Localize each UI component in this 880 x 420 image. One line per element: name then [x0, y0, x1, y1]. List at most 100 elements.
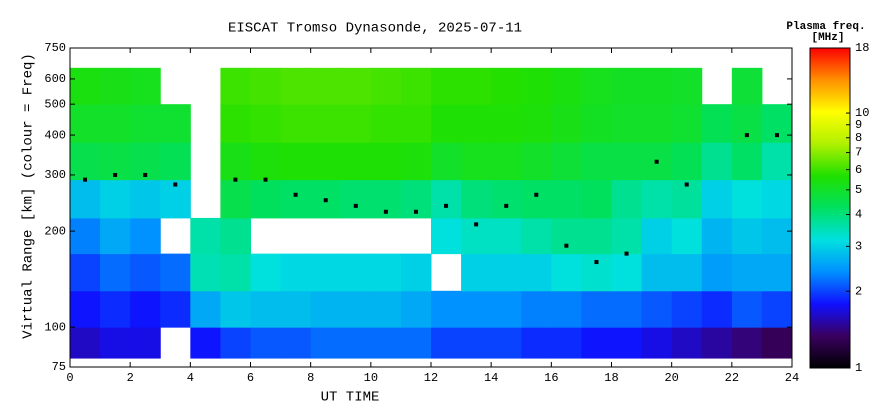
heatmap-cell [641, 253, 673, 292]
heatmap-cell [160, 253, 191, 292]
trace-point [534, 192, 539, 197]
heatmap-cell [701, 104, 733, 143]
y-tick-label: 750 [44, 41, 66, 55]
heatmap-cell [280, 104, 312, 143]
x-tick-label: 18 [604, 371, 618, 385]
heatmap-cell [611, 67, 643, 105]
trace-point [413, 209, 418, 214]
trace-point [744, 133, 749, 138]
heatmap-cell [461, 179, 492, 219]
y-tick-label: 75 [52, 360, 66, 374]
heatmap-cell [431, 67, 462, 105]
heatmap-cell [491, 67, 522, 105]
y-tick-label: 100 [44, 320, 66, 334]
heatmap-cell [761, 290, 793, 328]
x-tick-label: 24 [785, 371, 799, 385]
colorbar-tick-label: 3 [855, 240, 862, 254]
trace-point [684, 182, 689, 187]
heatmap-cell [340, 290, 372, 328]
heatmap-cell [370, 67, 402, 105]
heatmap-cell [671, 327, 703, 359]
heatmap-cell [461, 104, 492, 143]
heatmap-cell [611, 290, 643, 328]
colorbar-tick-label: 4 [855, 208, 862, 222]
heatmap-cell [190, 217, 221, 255]
heatmap-cell [130, 104, 161, 143]
heatmap-cell [641, 217, 673, 255]
heatmap-cell [431, 179, 462, 219]
colorbar-tick-label: 6 [855, 163, 862, 177]
heatmap-cell [220, 179, 251, 219]
heatmap-cell [731, 290, 763, 328]
heatmap-cell [220, 290, 251, 328]
trace-point [624, 251, 629, 256]
x-axis-label: UT TIME [321, 390, 380, 406]
heatmap-cell [731, 327, 763, 359]
heatmap-cell [400, 142, 432, 181]
heatmap-cell [671, 253, 703, 292]
heatmap-cell [280, 253, 312, 292]
heatmap-cell [250, 179, 282, 219]
trace-point [233, 177, 238, 182]
heatmap-cell [761, 142, 793, 181]
heatmap-cell [70, 290, 101, 328]
heatmap-cell [611, 217, 643, 255]
trace-point [113, 172, 118, 177]
heatmap-cell [370, 290, 402, 328]
heatmap-cell [400, 104, 432, 143]
heatmap-cell [551, 217, 582, 255]
colorbar-tick-label: 18 [855, 41, 869, 55]
trace-point [173, 182, 178, 187]
heatmap-cell [671, 290, 703, 328]
heatmap-cell [701, 253, 733, 292]
heatmap-cell [551, 104, 582, 143]
x-tick-label: 22 [725, 371, 739, 385]
heatmap-cell [611, 253, 643, 292]
trace-point [323, 198, 328, 203]
trace-point [83, 177, 88, 182]
heatmap-cell [310, 290, 342, 328]
heatmap-cell [220, 217, 251, 255]
trace-point [383, 209, 388, 214]
heatmap-cell [491, 327, 522, 359]
heatmap-cell [190, 290, 221, 328]
heatmap-cell [731, 67, 763, 105]
heatmap-cell [701, 290, 733, 328]
x-tick-label: 2 [127, 371, 134, 385]
heatmap-cell [521, 290, 552, 328]
colorbar-tick-label: 7 [855, 146, 862, 160]
trace-point [594, 260, 599, 265]
heatmap-cell [761, 253, 793, 292]
heatmap-cell [611, 179, 643, 219]
heatmap-cell [310, 104, 342, 143]
heatmap-cell [100, 179, 131, 219]
heatmap-cell [250, 327, 282, 359]
heatmap-cell [70, 217, 101, 255]
heatmap-cell [461, 253, 492, 292]
heatmap-cell [671, 217, 703, 255]
heatmap-cell [130, 67, 161, 105]
heatmap-cell [491, 253, 522, 292]
trace-point [774, 133, 779, 138]
heatmap-cell [220, 253, 251, 292]
trace-point [263, 177, 268, 182]
colorbar-tick-label: 10 [855, 106, 869, 120]
heatmap-cell [431, 290, 462, 328]
heatmap-cell [701, 217, 733, 255]
heatmap-cell [70, 253, 101, 292]
colorbar-title: Plasma freq. [786, 21, 865, 33]
heatmap-cell [431, 327, 462, 359]
trace-point [504, 203, 509, 208]
heatmap-cell [671, 104, 703, 143]
heatmap-cell [581, 104, 612, 143]
heatmap-cell [370, 104, 402, 143]
colorbar-tick-label: 5 [855, 183, 862, 197]
heatmap-cell [731, 179, 763, 219]
heatmap-cell [130, 290, 161, 328]
x-tick-label: 8 [307, 371, 314, 385]
heatmap-cell [521, 179, 552, 219]
x-tick-label: 10 [364, 371, 378, 385]
heatmap-cell [581, 217, 612, 255]
trace-point [143, 172, 148, 177]
heatmap-cell [581, 142, 612, 181]
